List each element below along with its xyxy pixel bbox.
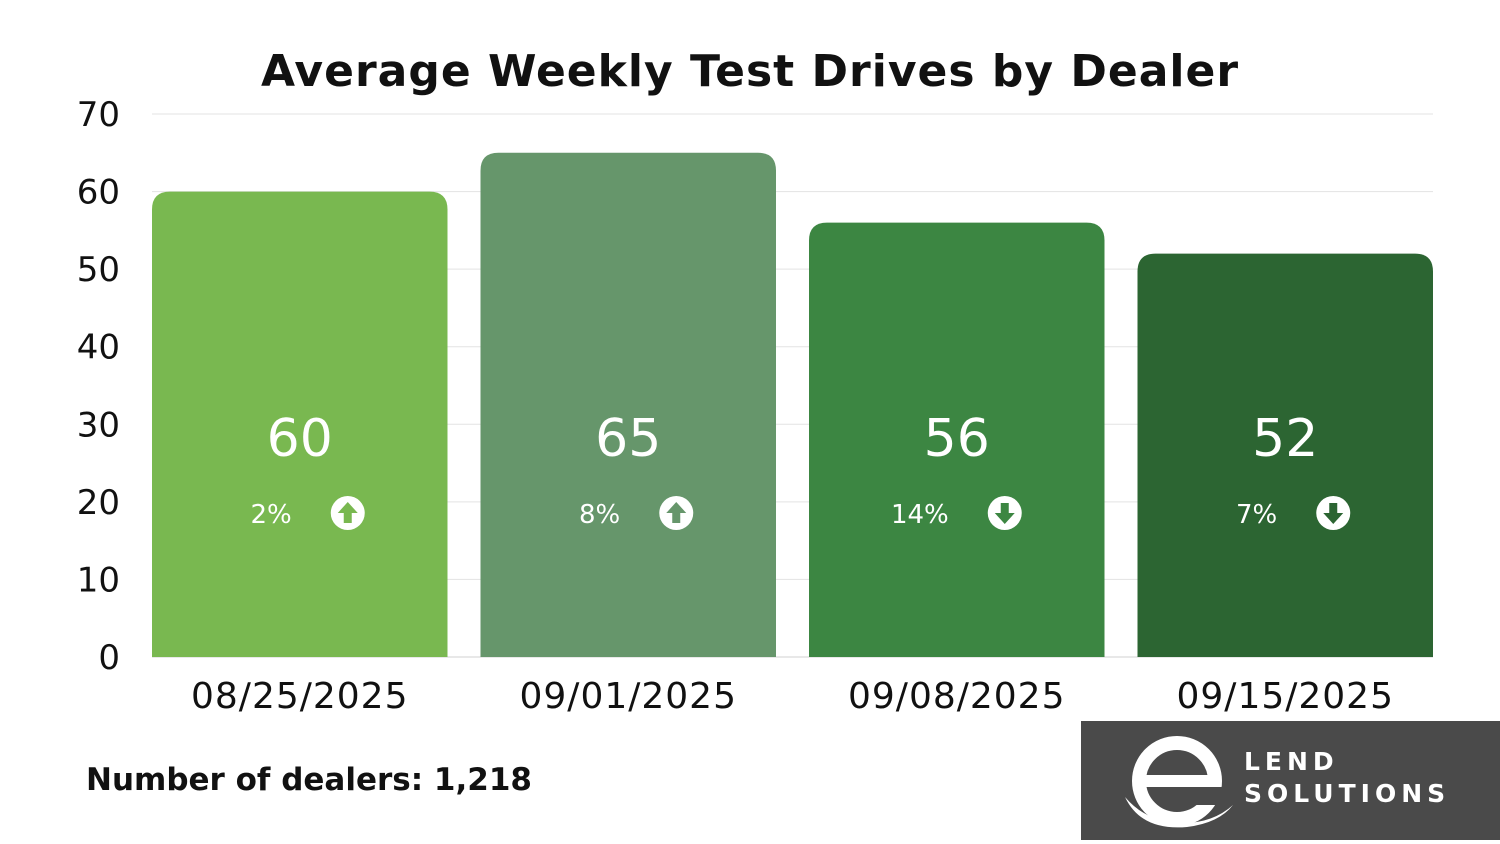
y-tick-label: 20: [77, 483, 120, 523]
x-category-label: 09/01/2025: [520, 676, 738, 717]
logo-text-solutions: SOLUTIONS: [1244, 779, 1451, 808]
y-tick-label: 70: [77, 95, 120, 135]
y-tick-label: 60: [77, 173, 120, 213]
bars: 60 2% 65 8% 56 14% 52 7%: [152, 152, 1433, 658]
bar-value-label: 60: [267, 409, 333, 469]
x-category-label: 09/08/2025: [848, 676, 1066, 717]
x-category-label: 09/15/2025: [1177, 676, 1395, 717]
bar-chart: 0 10 20 30 40 50 60 70 60 2% 65 8% 56 14% 52 7% 08/25/…: [77, 95, 1433, 717]
bar: [809, 222, 1105, 657]
change-percent-label: 2%: [251, 500, 292, 530]
change-percent-label: 7%: [1236, 500, 1277, 530]
y-tick-label: 0: [98, 638, 120, 678]
arrow-up-circle-icon: [330, 496, 365, 530]
arrow-up-circle-icon: [659, 496, 694, 530]
bar: [1137, 253, 1433, 657]
arrow-down-circle-icon: [1316, 496, 1351, 530]
bar: [480, 152, 776, 658]
y-tick-label: 10: [77, 560, 120, 600]
x-axis-labels: 08/25/2025 09/01/2025 09/08/2025 09/15/2025: [191, 676, 1395, 717]
arrow-down-circle-icon: [987, 496, 1022, 530]
x-category-label: 08/25/2025: [191, 676, 409, 717]
dealer-count-note: Number of dealers: 1,218: [86, 762, 532, 798]
change-percent-label: 8%: [579, 500, 620, 530]
chart-title: Average Weekly Test Drives by Dealer: [260, 46, 1240, 97]
e-swoosh-logo-icon: [1125, 736, 1233, 828]
company-logo: LEND SOLUTIONS: [1081, 721, 1500, 840]
y-tick-label: 40: [77, 328, 120, 368]
y-tick-label: 30: [77, 405, 120, 445]
bar-value-label: 65: [595, 409, 661, 469]
y-axis-ticks: 0 10 20 30 40 50 60 70: [77, 95, 120, 678]
y-tick-label: 50: [77, 250, 120, 290]
bar-value-label: 56: [924, 409, 990, 469]
logo-text-lend: LEND: [1244, 747, 1339, 776]
bar-value-label: 52: [1252, 409, 1318, 469]
bar: [152, 191, 448, 658]
change-percent-label: 14%: [891, 500, 949, 530]
